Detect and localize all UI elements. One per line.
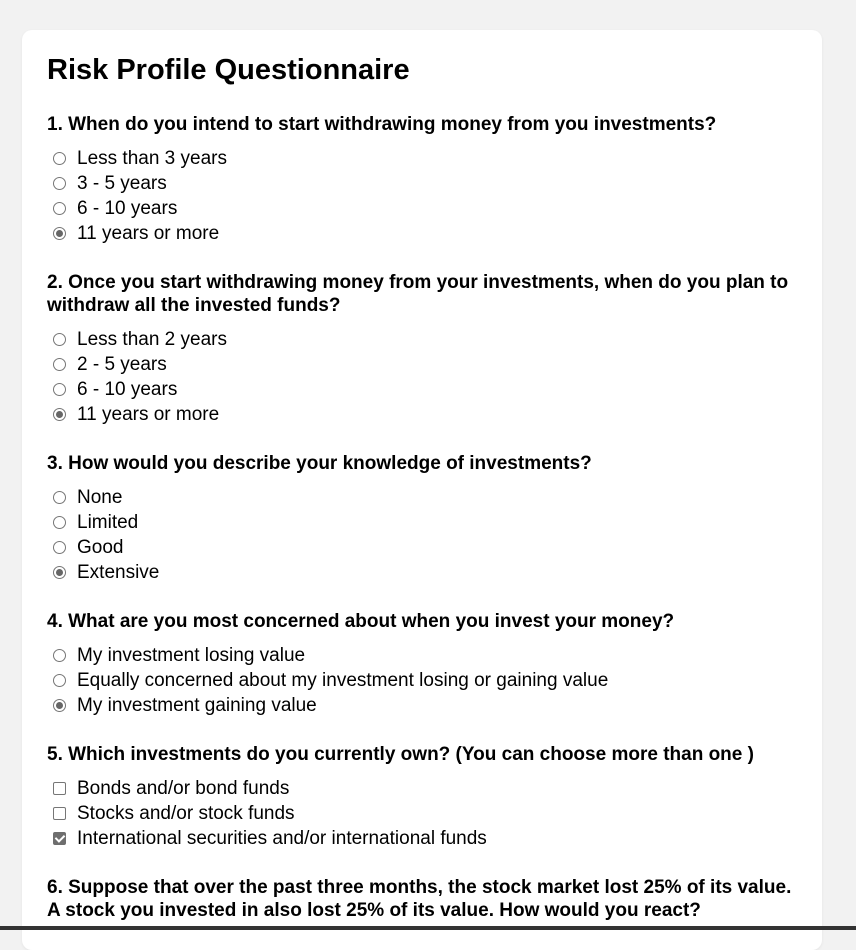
q1-option-4[interactable]: 11 years or more [47, 221, 807, 246]
q3-option-1-label: None [77, 486, 123, 508]
q4-option-1-radio[interactable] [53, 649, 66, 662]
question-2-options: Less than 2 years 2 - 5 years 6 - 10 yea… [47, 327, 807, 427]
q3-option-2-label: Limited [77, 511, 139, 533]
q1-option-2[interactable]: 3 - 5 years [47, 171, 807, 196]
q2-option-4[interactable]: 11 years or more [47, 402, 807, 427]
q2-option-1-radio[interactable] [53, 333, 66, 346]
window-bottom-edge [0, 926, 856, 930]
question-4-text: 4. What are you most concerned about whe… [47, 611, 675, 632]
question-1: 1. When do you intend to start withdrawi… [47, 113, 807, 246]
q5-option-2-label: Stocks and/or stock funds [77, 802, 295, 824]
q4-option-2-radio[interactable] [53, 674, 66, 687]
q4-option-1-label: My investment losing value [77, 644, 306, 666]
question-4-options: My investment losing value Equally conce… [47, 643, 807, 718]
q2-option-2-radio[interactable] [53, 358, 66, 371]
q2-option-3-label: 6 - 10 years [77, 378, 178, 400]
q2-option-2-label: 2 - 5 years [77, 353, 167, 375]
q4-option-2-label: Equally concerned about my investment lo… [77, 669, 609, 691]
question-3-text: 3. How would you describe your knowledge… [47, 453, 592, 474]
q4-option-3-radio[interactable] [53, 699, 66, 712]
q4-option-3[interactable]: My investment gaining value [47, 693, 807, 718]
q4-option-3-label: My investment gaining value [77, 694, 317, 716]
q4-option-1[interactable]: My investment losing value [47, 643, 807, 668]
q1-option-2-label: 3 - 5 years [77, 172, 167, 194]
q2-option-4-label: 11 years or more [77, 403, 220, 425]
question-5: 5. Which investments do you currently ow… [47, 743, 807, 851]
question-2: 2. Once you start withdrawing money from… [47, 271, 807, 427]
q3-option-1[interactable]: None [47, 485, 807, 510]
q2-option-2[interactable]: 2 - 5 years [47, 352, 807, 377]
q1-option-3-label: 6 - 10 years [77, 197, 178, 219]
q1-option-1[interactable]: Less than 3 years [47, 146, 807, 171]
question-3: 3. How would you describe your knowledge… [47, 452, 807, 585]
q3-option-3[interactable]: Good [47, 535, 807, 560]
q2-option-3-radio[interactable] [53, 383, 66, 396]
question-2-text: 2. Once you start withdrawing money from… [47, 272, 789, 316]
q5-option-3[interactable]: International securities and/or internat… [47, 826, 807, 851]
question-6: 6. Suppose that over the past three mont… [47, 876, 807, 922]
q5-option-1-checkbox[interactable] [53, 782, 66, 795]
q3-option-2-radio[interactable] [53, 516, 66, 529]
questionnaire-card: Risk Profile Questionnaire 1. When do yo… [22, 30, 822, 950]
q2-option-1[interactable]: Less than 2 years [47, 327, 807, 352]
q1-option-4-radio[interactable] [53, 227, 66, 240]
q3-option-3-radio[interactable] [53, 541, 66, 554]
question-3-options: None Limited Good Extensive [47, 485, 807, 585]
q3-option-1-radio[interactable] [53, 491, 66, 504]
question-5-options: Bonds and/or bond funds Stocks and/or st… [47, 776, 807, 851]
question-5-text: 5. Which investments do you currently ow… [47, 744, 754, 765]
question-6-text: 6. Suppose that over the past three mont… [47, 877, 792, 921]
q5-option-2[interactable]: Stocks and/or stock funds [47, 801, 807, 826]
q3-option-4-radio[interactable] [53, 566, 66, 579]
q1-option-1-radio[interactable] [53, 152, 66, 165]
q4-option-2[interactable]: Equally concerned about my investment lo… [47, 668, 807, 693]
q5-option-3-label: International securities and/or internat… [77, 827, 487, 849]
q1-option-1-label: Less than 3 years [77, 147, 227, 169]
q2-option-1-label: Less than 2 years [77, 328, 227, 350]
question-4: 4. What are you most concerned about whe… [47, 610, 807, 718]
q1-option-3[interactable]: 6 - 10 years [47, 196, 807, 221]
q5-option-1[interactable]: Bonds and/or bond funds [47, 776, 807, 801]
q2-option-4-radio[interactable] [53, 408, 66, 421]
q3-option-4-label: Extensive [77, 561, 160, 583]
page-title: Risk Profile Questionnaire [47, 54, 410, 86]
q2-option-3[interactable]: 6 - 10 years [47, 377, 807, 402]
q3-option-2[interactable]: Limited [47, 510, 807, 535]
q1-option-4-label: 11 years or more [77, 222, 220, 244]
q3-option-3-label: Good [77, 536, 124, 558]
q3-option-4[interactable]: Extensive [47, 560, 807, 585]
q1-option-2-radio[interactable] [53, 177, 66, 190]
q5-option-2-checkbox[interactable] [53, 807, 66, 820]
question-1-text: 1. When do you intend to start withdrawi… [47, 114, 717, 135]
q5-option-3-checkbox[interactable] [53, 832, 66, 845]
q1-option-3-radio[interactable] [53, 202, 66, 215]
question-1-options: Less than 3 years 3 - 5 years 6 - 10 yea… [47, 146, 807, 246]
q5-option-1-label: Bonds and/or bond funds [77, 777, 290, 799]
